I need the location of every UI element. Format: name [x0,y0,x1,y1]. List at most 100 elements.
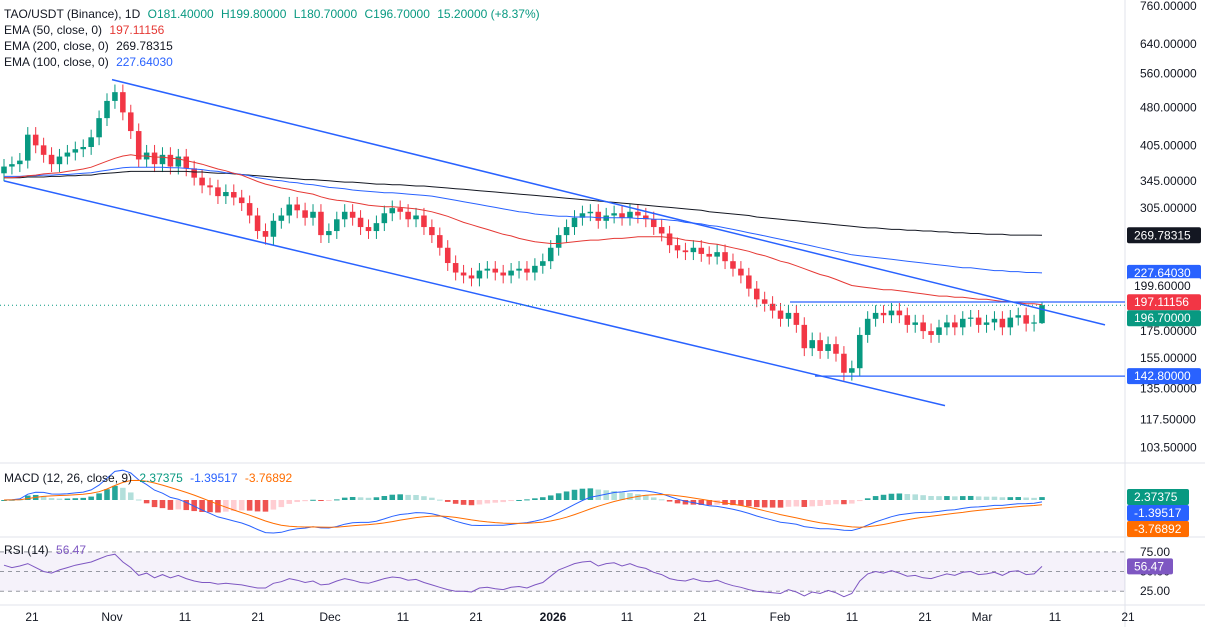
candle-body [120,92,126,113]
macd-histogram-bar [944,496,950,500]
price-panel[interactable] [0,78,1125,407]
macd-histogram-bar [500,500,506,503]
macd-histogram-bar [880,494,887,500]
candle-body [936,327,942,335]
ema50-line [4,154,1043,306]
candle-body [56,156,63,165]
candle-body [991,318,998,323]
candle-body [841,353,847,373]
macd-histogram-bar [484,500,491,504]
candle-body [999,318,1006,328]
time-axis-label: 11 [846,610,859,624]
macd-histogram-bar [920,495,926,500]
candle-body [524,268,530,273]
macd-histogram-bar [278,500,285,508]
candle-body [254,215,261,232]
ema50-value: 197.11156 [109,23,165,37]
macd-histogram-bar [959,496,966,500]
candle-body [785,312,792,319]
candle-body [32,134,39,146]
candle-body [769,303,776,311]
candle-body [500,272,506,276]
rsi-axis-label: 75.00 [1140,545,1170,559]
candle-body [238,197,245,204]
candle-body [920,322,926,332]
candle-body [302,210,308,218]
macd-histogram-bar [24,495,31,500]
macd-histogram-bar [540,497,546,500]
time-axis-label: 11 [1049,610,1062,624]
macd-histogram-bar [635,494,641,500]
candle-body [389,208,396,214]
candle-body [310,211,316,218]
macd-signal-line [3,479,1043,528]
candle-body [1039,305,1045,324]
price-axis-label: 560.00000 [1140,67,1197,81]
candle-body [555,235,562,248]
macd-histogram-bar [658,499,665,501]
ema50-legend[interactable]: EMA (50, close, 0) 197.11156 [4,22,168,38]
high-level-tag: 199.60000 [1134,279,1191,293]
high-level-tag-bg [1127,278,1201,295]
ema200-legend[interactable]: EMA (200, close, 0) 269.78315 [4,38,177,54]
macd-value-tag: 2.37375 [1134,490,1178,504]
candle-body [856,334,863,369]
symbol-header[interactable]: TAO/USDT (Binance), 1D O181.40000 H199.8… [4,6,544,22]
macd-histogram-bar [334,499,340,501]
macd-histogram-bar [1039,497,1045,500]
macd-histogram-bar [611,490,617,500]
macd-histogram-bar [167,500,174,510]
macd-histogram-bar [706,500,712,506]
macd-histogram-bar [476,500,483,505]
macd-histogram-bar [437,499,443,501]
candle-body [571,217,578,228]
candle-body [738,268,744,276]
candle-body [286,204,293,216]
rsi-value-tag: 56.47 [1134,559,1164,573]
macd-histogram-bar [357,497,364,500]
macd-histogram-bar [579,488,586,500]
macd-histogram-bar [833,500,839,505]
rsi-legend[interactable]: RSI (14) 56.47 [4,542,90,558]
macd-histogram-bar [429,497,435,500]
ema100-value: 227.64030 [116,55,173,69]
price-axis[interactable]: 760.00000 640.00000 560.00000 480.00000 405.… [1140,0,1197,454]
candle-body [294,204,300,211]
ema100-line [4,166,1043,274]
macd-histogram-bar [183,500,190,511]
time-axis[interactable]: 21 Nov 11 21 Dec 11 21 2026 11 21 Feb 11 21 Mar 11 21 [25,610,1135,624]
macd-histogram-bar [643,495,649,500]
candle-body [825,344,831,351]
macd-histogram-bar [56,498,63,500]
ema100-legend[interactable]: EMA (100, close, 0) 227.64030 [4,54,177,70]
macd-histogram-bar [215,500,221,513]
macd-histogram-bar [872,496,879,500]
candle-body [730,261,736,269]
macd-histogram-bar [888,493,895,500]
macd-value-tag-bg [1127,489,1189,505]
macd-line-tag: -1.39517 [1134,506,1182,520]
time-axis-label: 21 [469,610,483,624]
candle-body [365,227,372,232]
candle-body [563,227,570,236]
macd-histogram-bar [801,500,808,507]
macd-panel[interactable]: 2.37375 -1.39517 -3.76892 [1,469,1189,537]
candle-body [159,154,166,165]
candle-body [896,310,903,316]
macd-histogram-bar [318,500,324,501]
candle-body [437,235,443,248]
candle-body [231,192,237,198]
macd-histogram-bar [96,493,102,500]
macd-histogram-bar [746,500,752,507]
candle-body [777,310,784,319]
macd-histogram-bar [1015,497,1022,500]
close-tag-bg [1127,310,1201,327]
price-axis-label: 305.00000 [1140,201,1197,215]
macd-histogram-bar [912,494,918,500]
macd-legend[interactable]: MACD (12, 26, close, 9) 2.37375 -1.39517… [4,470,296,486]
symbol-title[interactable]: TAO/USDT (Binance), 1D [4,7,141,21]
candle-body [611,213,617,216]
